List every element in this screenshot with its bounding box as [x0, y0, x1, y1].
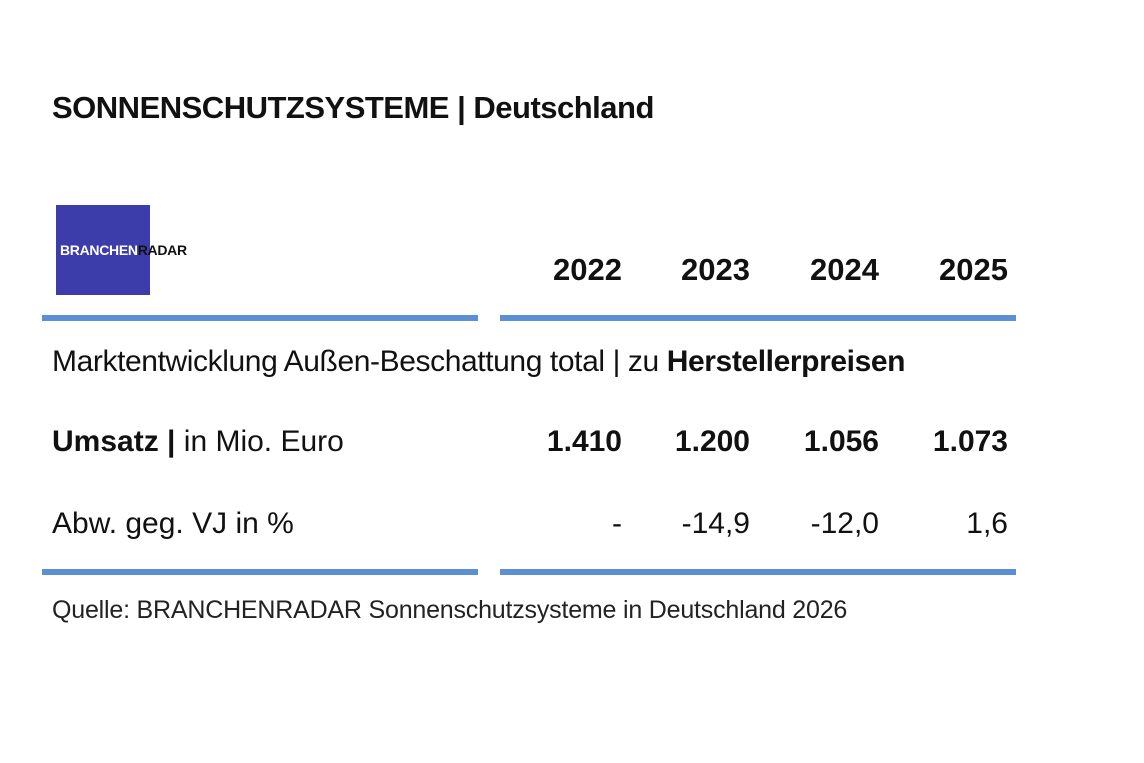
title: SONNENSCHUTZSYSTEME | Deutschland [52, 90, 654, 125]
cell: 1,6 [966, 507, 1008, 540]
logo-part: RADAR [137, 242, 187, 258]
rule [42, 569, 478, 575]
rule [42, 315, 478, 321]
column-header: 2024 [810, 252, 879, 287]
logo-text: BRANCHENRADAR [60, 242, 187, 258]
cell: 1.200 [674, 425, 750, 458]
row-label-bold: Umsatz | [52, 425, 176, 458]
row-label-text: in Mio. Euro [175, 425, 344, 458]
column-header: 2022 [553, 252, 622, 287]
cell: -14,9 [681, 507, 750, 540]
cell: 1.073 [932, 425, 1008, 458]
column-header: 2023 [681, 252, 750, 287]
cell: -12,0 [810, 507, 879, 540]
subtitle: Marktentwicklung Außen-Beschattung total… [52, 345, 905, 379]
rule [500, 569, 1016, 575]
row-label: Umsatz | in Mio. Euro [52, 425, 344, 459]
rule [500, 315, 1016, 321]
logo-part: BRANCHEN [60, 242, 138, 258]
logo [56, 205, 150, 295]
cell: 1.056 [803, 425, 879, 458]
subtitle-text: Marktentwicklung Außen-Beschattung total… [52, 345, 667, 378]
subtitle-bold: Herstellerpreisen [666, 345, 906, 378]
row-label: Abw. geg. VJ in % [52, 507, 294, 540]
source: Quelle: BRANCHENRADAR Sonnenschutzsystem… [52, 596, 848, 624]
column-header: 2025 [939, 252, 1008, 287]
cell: 1.410 [546, 425, 622, 458]
cell: - [612, 507, 622, 540]
